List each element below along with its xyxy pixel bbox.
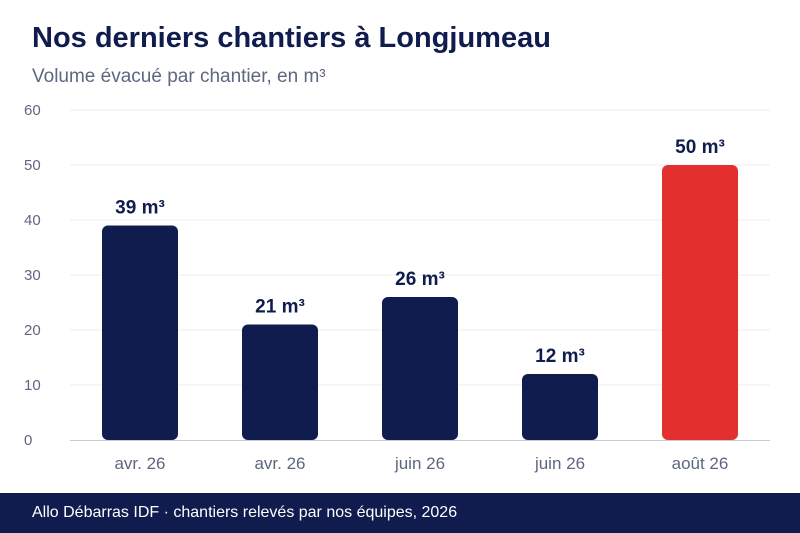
- bar: [102, 225, 178, 440]
- footer-bar: Allo Débarras IDF · chantiers relevés pa…: [0, 493, 800, 533]
- x-tick-label: avr. 26: [114, 454, 165, 473]
- x-tick-label: avr. 26: [254, 454, 305, 473]
- y-axis-ticks: 0 10 20 30 40 50 60: [24, 102, 41, 449]
- bar: [522, 374, 598, 440]
- bar: [662, 165, 738, 440]
- y-tick-label: 30: [24, 267, 41, 284]
- x-tick-label: juin 26: [394, 454, 445, 473]
- data-label: 21 m³: [255, 297, 305, 318]
- data-label: 39 m³: [115, 198, 165, 219]
- bar: [242, 324, 318, 440]
- y-tick-label: 50: [24, 157, 41, 174]
- bar: [382, 297, 458, 440]
- data-label: 26 m³: [395, 269, 445, 290]
- bars: [102, 165, 738, 440]
- y-tick-label: 60: [24, 102, 41, 119]
- data-label: 50 m³: [675, 137, 725, 158]
- data-labels: 39 m³ 21 m³ 26 m³ 12 m³ 50 m³: [115, 137, 725, 367]
- y-tick-label: 10: [24, 377, 41, 394]
- y-tick-label: 20: [24, 322, 41, 339]
- chart-subtitle: Volume évacué par chantier, en m³: [32, 66, 326, 87]
- y-tick-label: 40: [24, 212, 41, 229]
- x-tick-label: juin 26: [534, 454, 585, 473]
- y-tick-label: 0: [24, 432, 32, 449]
- chart-title: Nos derniers chantiers à Longjumeau: [32, 22, 551, 54]
- footer-text: Allo Débarras IDF · chantiers relevés pa…: [32, 504, 458, 521]
- x-tick-label: août 26: [672, 454, 729, 473]
- data-label: 12 m³: [535, 346, 585, 367]
- x-axis-ticks: avr. 26 avr. 26 juin 26 juin 26 août 26: [114, 454, 728, 473]
